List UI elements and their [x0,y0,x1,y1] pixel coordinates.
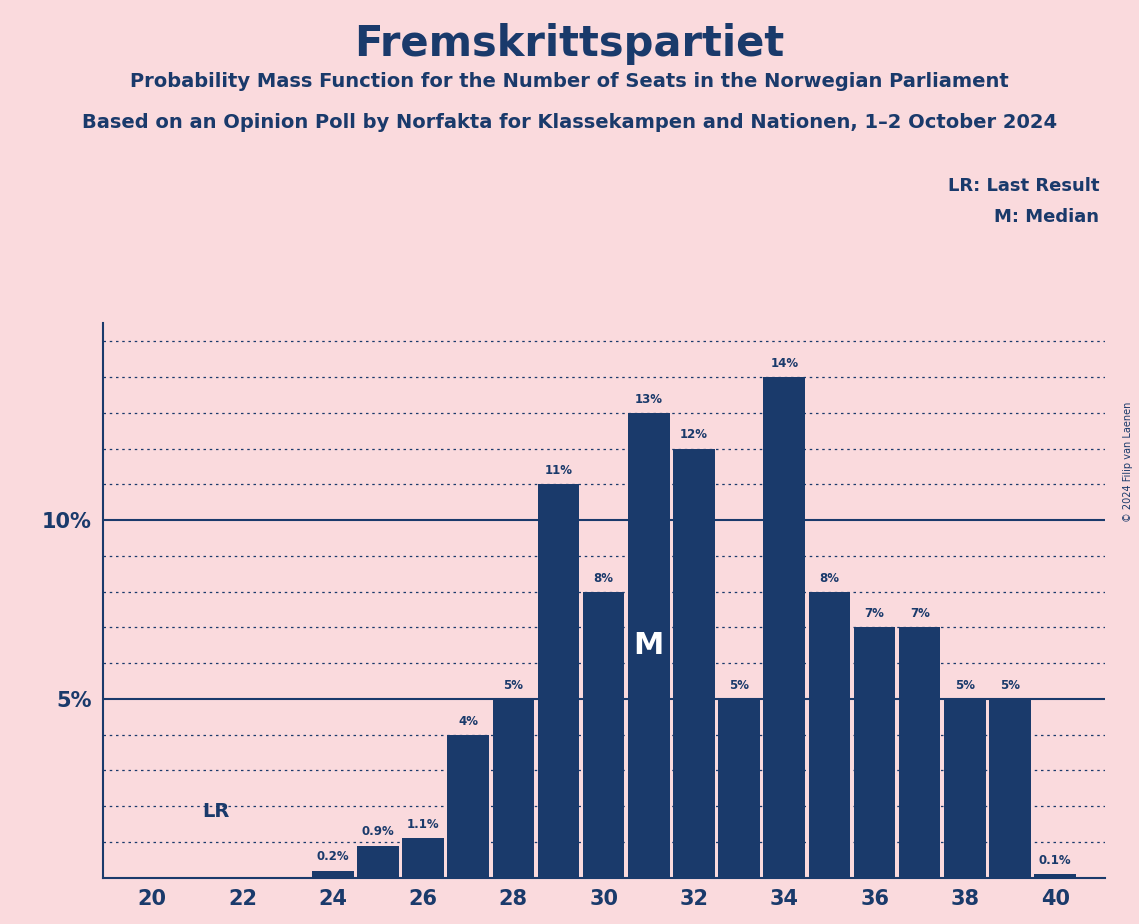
Bar [854,627,895,878]
Bar [763,377,805,878]
Text: 8%: 8% [819,572,839,585]
Bar [628,413,670,878]
Text: 1.1%: 1.1% [407,819,440,832]
Text: 12%: 12% [680,429,708,442]
Bar [492,699,534,878]
Text: 7%: 7% [865,607,885,620]
Text: M: M [633,631,664,660]
Text: 5%: 5% [503,679,524,692]
Bar [448,735,489,878]
Bar [358,845,399,878]
Text: 5%: 5% [1000,679,1021,692]
Text: 11%: 11% [544,464,573,477]
Bar [899,627,941,878]
Bar [944,699,985,878]
Text: 0.1%: 0.1% [1039,854,1072,867]
Bar [719,699,760,878]
Text: 5%: 5% [729,679,749,692]
Text: M: Median: M: Median [994,208,1099,225]
Bar [990,699,1031,878]
Text: 14%: 14% [770,357,798,370]
Bar [1034,874,1076,878]
Bar [809,591,850,878]
Text: Fremskrittspartiet: Fremskrittspartiet [354,23,785,65]
Text: 0.2%: 0.2% [317,850,349,864]
Bar [402,838,444,878]
Bar [312,870,353,878]
Text: 8%: 8% [593,572,614,585]
Text: 5%: 5% [954,679,975,692]
Bar [673,448,715,878]
Text: LR: Last Result: LR: Last Result [948,177,1099,195]
Bar [583,591,624,878]
Text: 7%: 7% [910,607,929,620]
Text: 4%: 4% [458,714,478,727]
Text: 13%: 13% [634,393,663,406]
Text: 0.9%: 0.9% [361,825,394,838]
Text: Based on an Opinion Poll by Norfakta for Klassekampen and Nationen, 1–2 October : Based on an Opinion Poll by Norfakta for… [82,113,1057,132]
Text: LR: LR [202,802,229,821]
Text: Probability Mass Function for the Number of Seats in the Norwegian Parliament: Probability Mass Function for the Number… [130,72,1009,91]
Bar [538,484,580,878]
Text: © 2024 Filip van Laenen: © 2024 Filip van Laenen [1123,402,1133,522]
